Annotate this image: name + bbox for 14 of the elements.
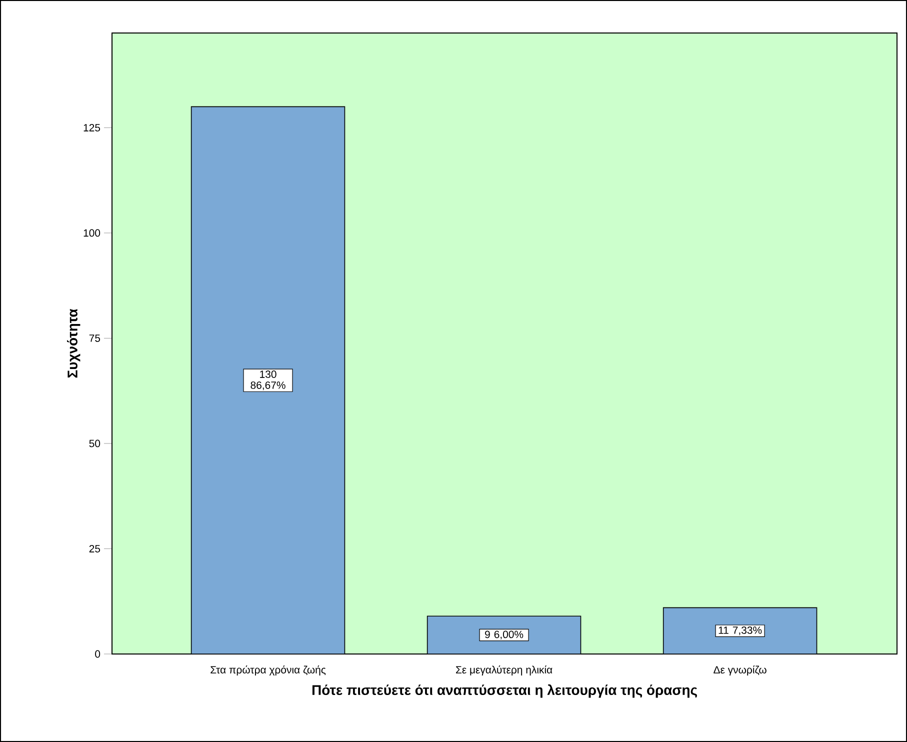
y-tick-label: 100 bbox=[84, 229, 100, 237]
y-tick-label: 125 bbox=[84, 124, 100, 132]
data-label: 9 6,00% bbox=[485, 630, 524, 640]
x-axis-title: Πότε πιστεύετε ότι αναπτύσσεται η λειτουργία της όρασης bbox=[312, 684, 697, 698]
x-tick-label: Σε μεγαλύτερη ηλικία bbox=[456, 666, 552, 676]
y-tick-label: 0 bbox=[95, 650, 100, 658]
data-label: 11 7,33% bbox=[718, 626, 762, 636]
y-axis-title: Συχνότητα bbox=[67, 308, 80, 378]
x-tick-label: Στα πρώτρα χρόνια ζωής bbox=[210, 666, 326, 676]
y-tick-label: 25 bbox=[89, 545, 100, 552]
x-tick-label: Δε γνωρίζω bbox=[714, 666, 766, 676]
y-tick-label: 50 bbox=[89, 440, 100, 448]
y-tick-label: 75 bbox=[89, 334, 100, 342]
data-label: 130 86,67% bbox=[250, 370, 286, 390]
